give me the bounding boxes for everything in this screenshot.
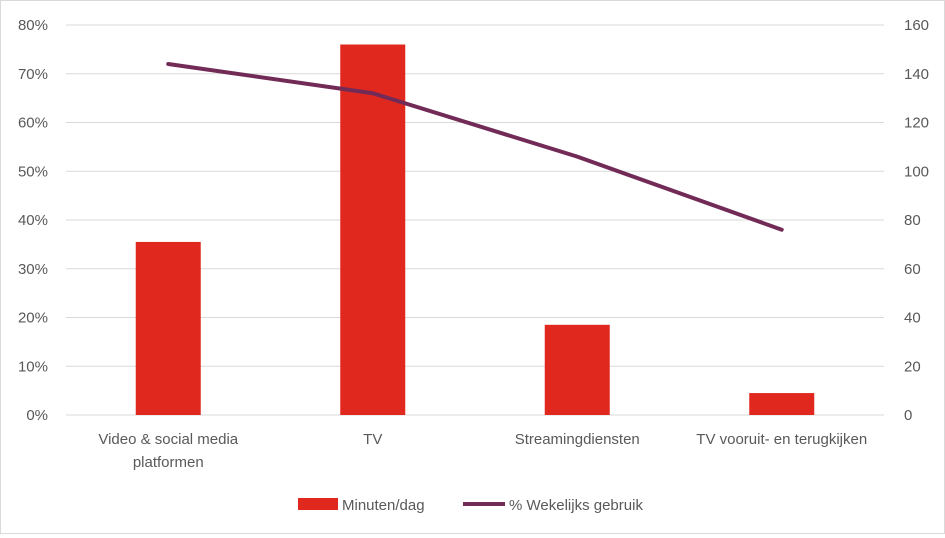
legend: Minuten/dag % Wekelijks gebruik [298,497,643,514]
right-axis-ticks: 0 20 40 60 80 100 120 140 160 [904,17,929,424]
category-label: TV [363,431,382,448]
left-tick-label: 60% [18,115,48,132]
right-tick-label: 80 [904,212,921,229]
legend-swatch-minuten-dag [298,498,338,510]
right-tick-label: 160 [904,17,929,34]
series-line [166,62,784,232]
left-tick-label: 50% [18,163,48,180]
gridlines [66,24,884,416]
bar [544,324,610,415]
left-tick-label: 20% [18,310,48,327]
right-tick-label: 40 [904,310,921,327]
legend-label-wekelijks-gebruik: % Wekelijks gebruik [509,497,643,514]
bar [340,44,406,415]
left-tick-label: 10% [18,358,48,375]
left-tick-label: 70% [18,66,48,83]
left-tick-label: 0% [26,407,48,424]
right-tick-label: 60 [904,261,921,278]
category-axis-labels: Video & social media platformen TV Streamin… [98,431,867,471]
bar [749,393,815,415]
right-tick-label: 100 [904,163,929,180]
left-tick-label: 80% [18,17,48,34]
legend-label-minuten-dag: Minuten/dag [342,497,425,514]
left-tick-label: 30% [18,261,48,278]
category-label: platformen [133,454,204,471]
right-tick-label: 0 [904,407,912,424]
category-label: TV vooruit- en terugkijken [696,431,867,448]
bar-series-minuten-dag [135,44,815,415]
right-tick-label: 20 [904,358,921,375]
category-label: Video & social media [98,431,238,448]
right-tick-label: 120 [904,115,929,132]
left-tick-label: 40% [18,212,48,229]
category-label: Streamingdiensten [515,431,640,448]
left-axis-ticks: 0% 10% 20% 30% 40% 50% 60% 70% 80% [18,17,48,424]
line-series-wekelijks-gebruik [166,62,784,232]
bar [135,241,201,415]
right-tick-label: 140 [904,66,929,83]
